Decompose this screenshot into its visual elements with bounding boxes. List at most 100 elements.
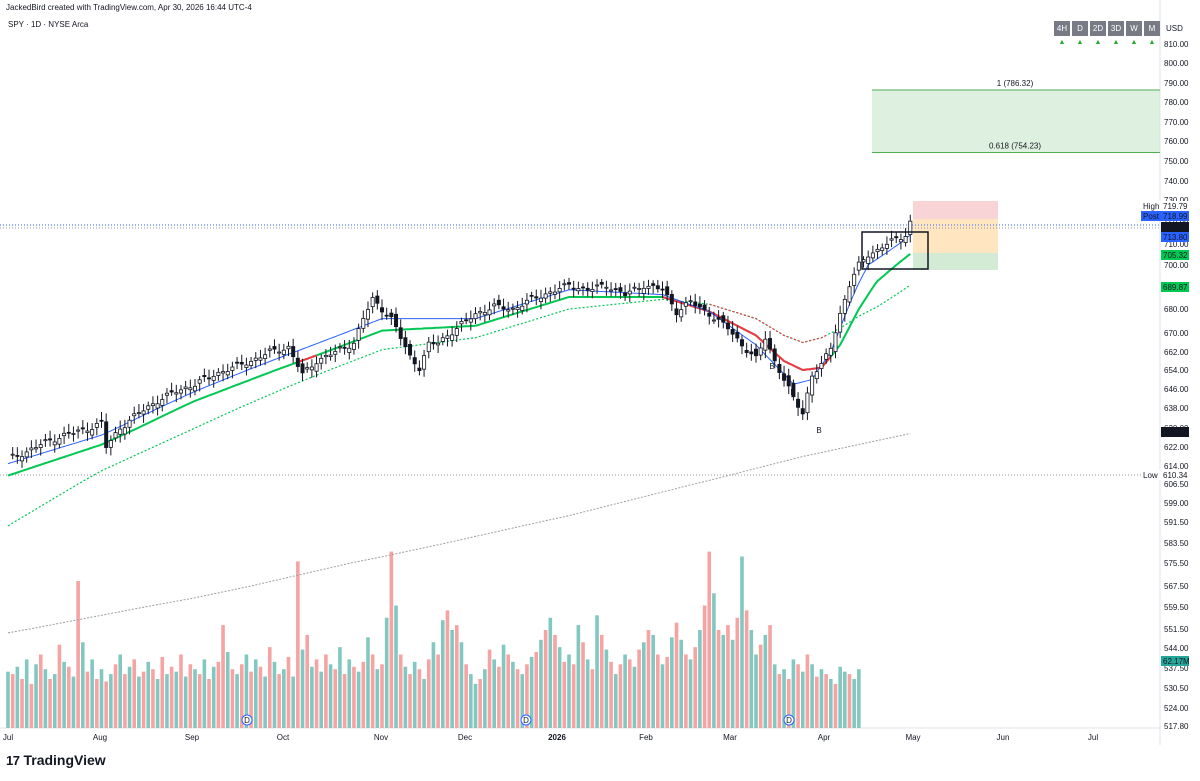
x-tick-label: 2026 — [548, 733, 566, 742]
candle-body — [216, 371, 221, 376]
candle-body — [567, 282, 572, 285]
candle-body — [604, 286, 609, 289]
volume-bar — [819, 669, 824, 728]
volume-bar — [249, 671, 253, 728]
tf-3d[interactable]: 3D ▲ — [1108, 21, 1124, 51]
volume-bar — [95, 679, 99, 728]
candle-body — [889, 238, 894, 241]
volume-bar — [123, 674, 127, 728]
candle-body — [749, 351, 754, 355]
x-tick-label: Apr — [818, 733, 831, 742]
y-tick-label: 567.50 — [1164, 582, 1189, 591]
up-arrow-icon: ▲ — [1058, 39, 1066, 46]
candle-body — [609, 289, 614, 292]
y-tick-label: 575.50 — [1164, 559, 1189, 568]
candle-body — [277, 351, 282, 354]
dividend-marker-label: D — [523, 716, 529, 725]
volume-bar — [305, 634, 309, 728]
volume-bar — [469, 674, 473, 728]
volume-bar — [422, 679, 426, 728]
candle-body — [337, 346, 342, 349]
tf-m[interactable]: M ▲ — [1144, 21, 1160, 51]
volume-bar — [384, 617, 389, 728]
symbol-label[interactable]: SPY · 1D · NYSE Arca — [8, 20, 89, 29]
candle-body — [711, 319, 716, 322]
y-tick-label: 700.00 — [1164, 261, 1189, 270]
candle-body — [253, 357, 258, 361]
candle-body — [697, 303, 702, 308]
tf-label: D — [1072, 21, 1088, 36]
volume-bar — [847, 674, 852, 728]
volume-bar — [758, 644, 763, 728]
y-tick-label: 524.00 — [1164, 704, 1189, 713]
volume-bar — [534, 652, 539, 728]
volume-bar — [160, 656, 165, 728]
volume-bar — [412, 661, 417, 728]
y-tick-label: 750.00 — [1164, 157, 1189, 166]
candle-body — [412, 357, 417, 365]
candle-body — [235, 361, 240, 364]
candle-body — [482, 312, 487, 316]
post-tag-label: Post — [1143, 212, 1160, 221]
candle-body — [122, 427, 127, 435]
volume-bar — [146, 661, 151, 728]
y-tick-label: 800.00 — [1164, 59, 1189, 68]
candle-body — [894, 236, 899, 239]
candle-body — [824, 353, 829, 360]
volume-bar — [235, 674, 239, 728]
volume-bar — [48, 679, 52, 728]
y-tick-label: 730.00 — [1164, 196, 1189, 205]
candle-body — [543, 293, 548, 299]
y-tick-label: 537.50 — [1164, 664, 1189, 673]
volume-bar — [585, 659, 590, 728]
candle-body — [665, 286, 670, 296]
y-tick-label: 670.00 — [1164, 329, 1189, 338]
volume-bar — [843, 671, 847, 728]
volume-bar — [253, 659, 258, 728]
volume-bar — [193, 669, 197, 728]
candle-body — [880, 247, 885, 251]
volume-bar — [768, 625, 772, 728]
candle-body — [272, 346, 277, 350]
volume-bar — [483, 669, 487, 728]
candle-body — [870, 252, 875, 259]
volume-bar — [403, 666, 408, 728]
tf-2d[interactable]: 2D ▲ — [1090, 21, 1106, 51]
dividend-marker-icon — [520, 714, 532, 726]
ema-mid-tag-value: 705.32 — [1163, 251, 1188, 260]
volume-bar — [342, 674, 347, 728]
candle-body — [459, 321, 464, 325]
volume-bar — [679, 639, 683, 728]
candle-body — [29, 447, 34, 451]
candle-body — [90, 429, 95, 436]
volume-bar — [529, 656, 534, 728]
candle-body — [763, 338, 768, 351]
candle-body — [702, 304, 707, 310]
tf-d[interactable]: D ▲ — [1072, 21, 1088, 51]
volume-bar — [57, 644, 62, 728]
candle-body — [263, 354, 268, 359]
tf-4h[interactable]: 4H ▲ — [1054, 21, 1070, 51]
candle-body — [637, 288, 642, 290]
candle-body — [478, 311, 483, 314]
candle-body — [856, 261, 861, 271]
candle-body — [754, 348, 759, 357]
currency-label: USD — [1166, 24, 1183, 33]
ema-mid-down-segment — [297, 354, 317, 364]
candle-body — [160, 399, 165, 406]
candle-body — [188, 387, 193, 391]
candle-body — [211, 375, 216, 381]
candle-body — [492, 303, 497, 307]
candle-body — [300, 363, 305, 374]
volume-bar — [702, 605, 707, 728]
candle-body — [552, 291, 557, 295]
candle-body — [842, 298, 847, 314]
candle-body — [847, 286, 852, 303]
volume-bar — [576, 625, 581, 728]
y-tick-label: 710.00 — [1164, 240, 1189, 249]
tf-w[interactable]: W ▲ — [1126, 21, 1142, 51]
candle-body — [113, 432, 118, 439]
candle-body — [529, 294, 534, 297]
volume-bar — [440, 620, 445, 728]
